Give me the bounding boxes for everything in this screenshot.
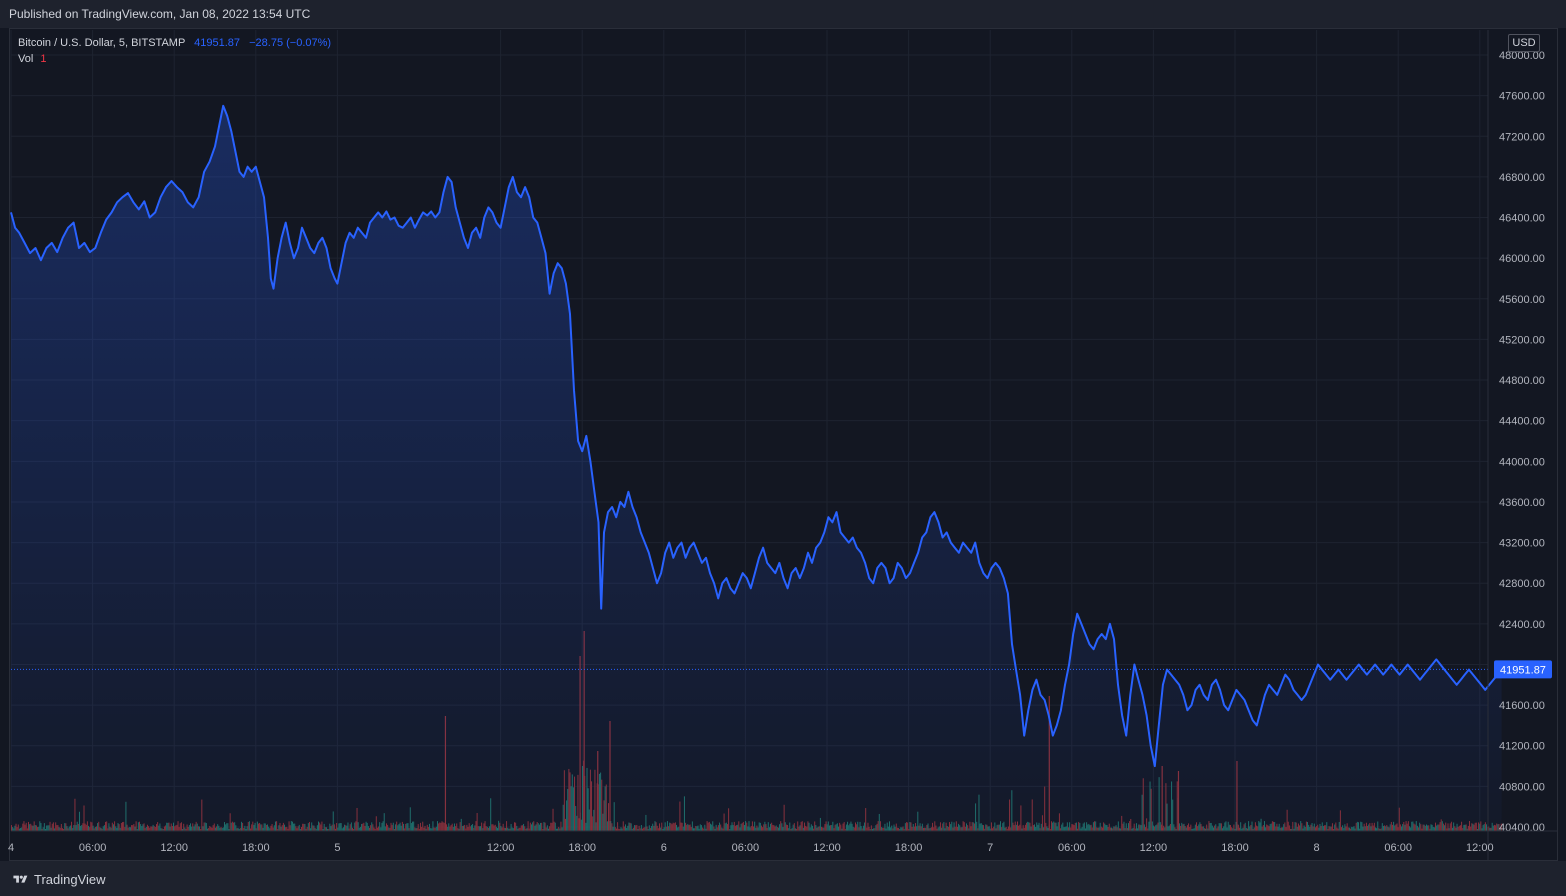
tradingview-logo-icon [13,875,28,883]
tradingview-logo[interactable]: TradingView [12,872,106,887]
bottom-bar [0,861,1566,896]
volume-value: 1 [40,53,47,65]
chart-legend: Bitcoin / U.S. Dollar, 5, BITSTAMP 41951… [18,35,331,67]
currency-button[interactable]: USD [1508,34,1540,52]
last-price-value: 41951.87 [194,37,241,49]
symbol-title[interactable]: Bitcoin / U.S. Dollar, 5, BITSTAMP [18,37,186,49]
volume-label[interactable]: Vol [18,53,34,65]
brand-name: TradingView [34,872,106,887]
chart-area[interactable] [9,28,1558,861]
top-bar [0,0,1566,28]
published-caption: Published on TradingView.com, Jan 08, 20… [9,7,311,21]
price-change: −28.75 (−0.07%) [249,37,332,49]
